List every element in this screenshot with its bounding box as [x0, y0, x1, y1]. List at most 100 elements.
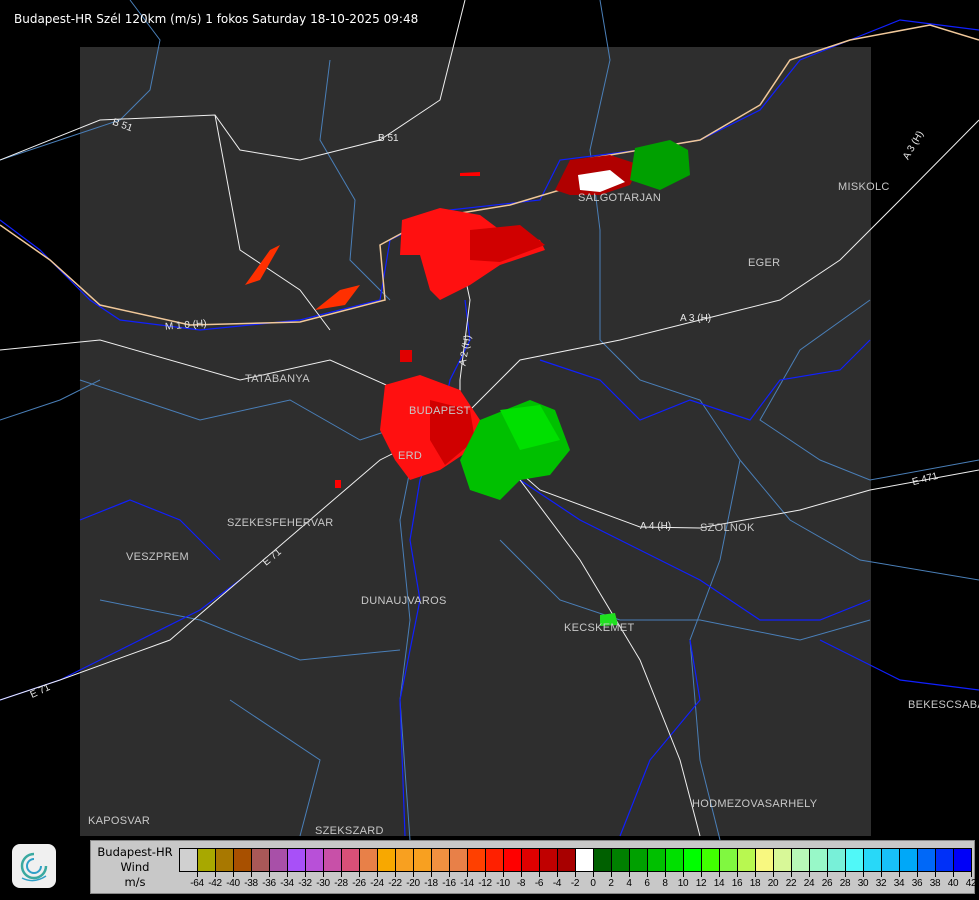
place-label-budapest: BUDAPEST — [409, 405, 471, 417]
legend-tick-label: -4 — [552, 878, 562, 889]
place-label-erd: ERD — [398, 450, 423, 462]
legend-tick-label: -32 — [298, 878, 312, 889]
legend-tick-label: -42 — [208, 878, 222, 889]
legend-color-cell — [954, 849, 971, 871]
country-border — [0, 24, 979, 326]
legend-tick — [899, 871, 900, 877]
legend-color-cell — [648, 849, 666, 871]
legend-tick-label: -10 — [496, 878, 510, 889]
legend-color-cell — [846, 849, 864, 871]
legend-tick — [791, 871, 792, 877]
legend-color-cell — [378, 849, 396, 871]
place-label-szekszard: SZEKSZARD — [315, 825, 384, 837]
legend-color-cell — [180, 849, 198, 871]
legend-tick — [755, 871, 756, 877]
legend-color-cell — [486, 849, 504, 871]
swirl-logo-icon — [20, 852, 48, 882]
legend-color-cell — [270, 849, 288, 871]
place-label-szekesfehervar: SZEKESFEHERVAR — [227, 517, 334, 529]
legend-tick — [467, 871, 468, 877]
legend-tick — [287, 871, 288, 877]
legend-tick — [737, 871, 738, 877]
legend-tick-label: -26 — [352, 878, 366, 889]
legend-tick-label: -12 — [478, 878, 492, 889]
legend-tick — [593, 871, 594, 877]
legend-color-cell — [774, 849, 792, 871]
legend-color-cell — [342, 849, 360, 871]
legend-color-cell — [918, 849, 936, 871]
legend-tick-label: -24 — [370, 878, 384, 889]
radar-echoes-positive — [460, 140, 690, 626]
county-borders — [0, 0, 979, 841]
legend-color-cell — [468, 849, 486, 871]
legend-tick — [881, 871, 882, 877]
legend-tick-label: 10 — [677, 878, 689, 889]
legend-color-cell — [522, 849, 540, 871]
legend-tick-label: -18 — [424, 878, 438, 889]
legend-color-cell — [738, 849, 756, 871]
legend-color-cell — [882, 849, 900, 871]
road-label-a3: A 3 (H) — [680, 313, 712, 324]
legend-tick-label: -14 — [460, 878, 474, 889]
legend-tick-label: 2 — [608, 878, 614, 889]
legend-color-cell — [504, 849, 522, 871]
legend-tick — [719, 871, 720, 877]
legend-title: Budapest-HR Wind m/s — [91, 845, 179, 890]
legend-tick — [395, 871, 396, 877]
legend-tick-label: 32 — [875, 878, 887, 889]
legend-tick-label: 24 — [803, 878, 815, 889]
legend-color-cell — [792, 849, 810, 871]
legend-tick-label: -22 — [388, 878, 402, 889]
legend-tick-label: -20 — [406, 878, 420, 889]
road-label-b51: B 51 — [378, 133, 399, 144]
legend-tick-label: 18 — [749, 878, 761, 889]
place-label-szolnok: SZOLNOK — [700, 522, 755, 534]
place-label-kecskemet: KECSKEMET — [564, 622, 635, 634]
place-label-veszprem: VESZPREM — [126, 551, 189, 563]
legend-color-cell — [306, 849, 324, 871]
legend-tick — [827, 871, 828, 877]
radar-echoes-negative — [245, 155, 640, 488]
legend-color-cell — [612, 849, 630, 871]
legend-tick — [575, 871, 576, 877]
legend-tick-label: 34 — [893, 878, 905, 889]
legend-color-cell — [630, 849, 648, 871]
place-label-hodmezovasarhely: HODMEZOVASARHELY — [692, 798, 818, 810]
legend-tick — [665, 871, 666, 877]
legend-tick-label: -8 — [516, 878, 526, 889]
legend-tick-label: 12 — [695, 878, 707, 889]
color-legend: Budapest-HR Wind m/s -64 -42 -40 -38 -36 -34-… — [90, 840, 977, 894]
legend-tick — [521, 871, 522, 877]
legend-quantity: Wind — [120, 860, 150, 874]
legend-tick — [863, 871, 864, 877]
legend-tick-labels: -64 -42 -40 -38 -36 -34 -32 -30 -28 -26 -24 -22 -20-… — [179, 871, 979, 895]
legend-color-cell — [216, 849, 234, 871]
legend-color-cell — [450, 849, 468, 871]
legend-color-cell — [558, 849, 576, 871]
legend-tick-label: 38 — [929, 878, 941, 889]
legend-tick-label: -38 — [244, 878, 258, 889]
legend-color-cell — [936, 849, 954, 871]
legend-tick — [341, 871, 342, 877]
legend-color-cell — [360, 849, 378, 871]
place-label-kaposvar: KAPOSVAR — [88, 815, 151, 827]
place-label-salgotarjan: SALGOTARJAN — [578, 192, 662, 204]
legend-color-cell — [540, 849, 558, 871]
legend-unit: m/s — [124, 875, 146, 889]
legend-tick-label: -16 — [442, 878, 456, 889]
legend-tick-label: -40 — [226, 878, 240, 889]
legend-tick-label: 40 — [947, 878, 959, 889]
place-label-eger: EGER — [748, 257, 781, 269]
legend-tick — [647, 871, 648, 877]
legend-color-bar — [179, 848, 972, 872]
legend-tick-label: -64 — [190, 878, 204, 889]
legend-tick-label: 30 — [857, 878, 869, 889]
legend-tick-label: 22 — [785, 878, 797, 889]
legend-tick — [539, 871, 540, 877]
legend-tick — [809, 871, 810, 877]
legend-tick-label: -28 — [334, 878, 348, 889]
legend-tick — [251, 871, 252, 877]
legend-tick — [557, 871, 558, 877]
legend-color-cell — [414, 849, 432, 871]
legend-tick-label: 8 — [662, 878, 668, 889]
